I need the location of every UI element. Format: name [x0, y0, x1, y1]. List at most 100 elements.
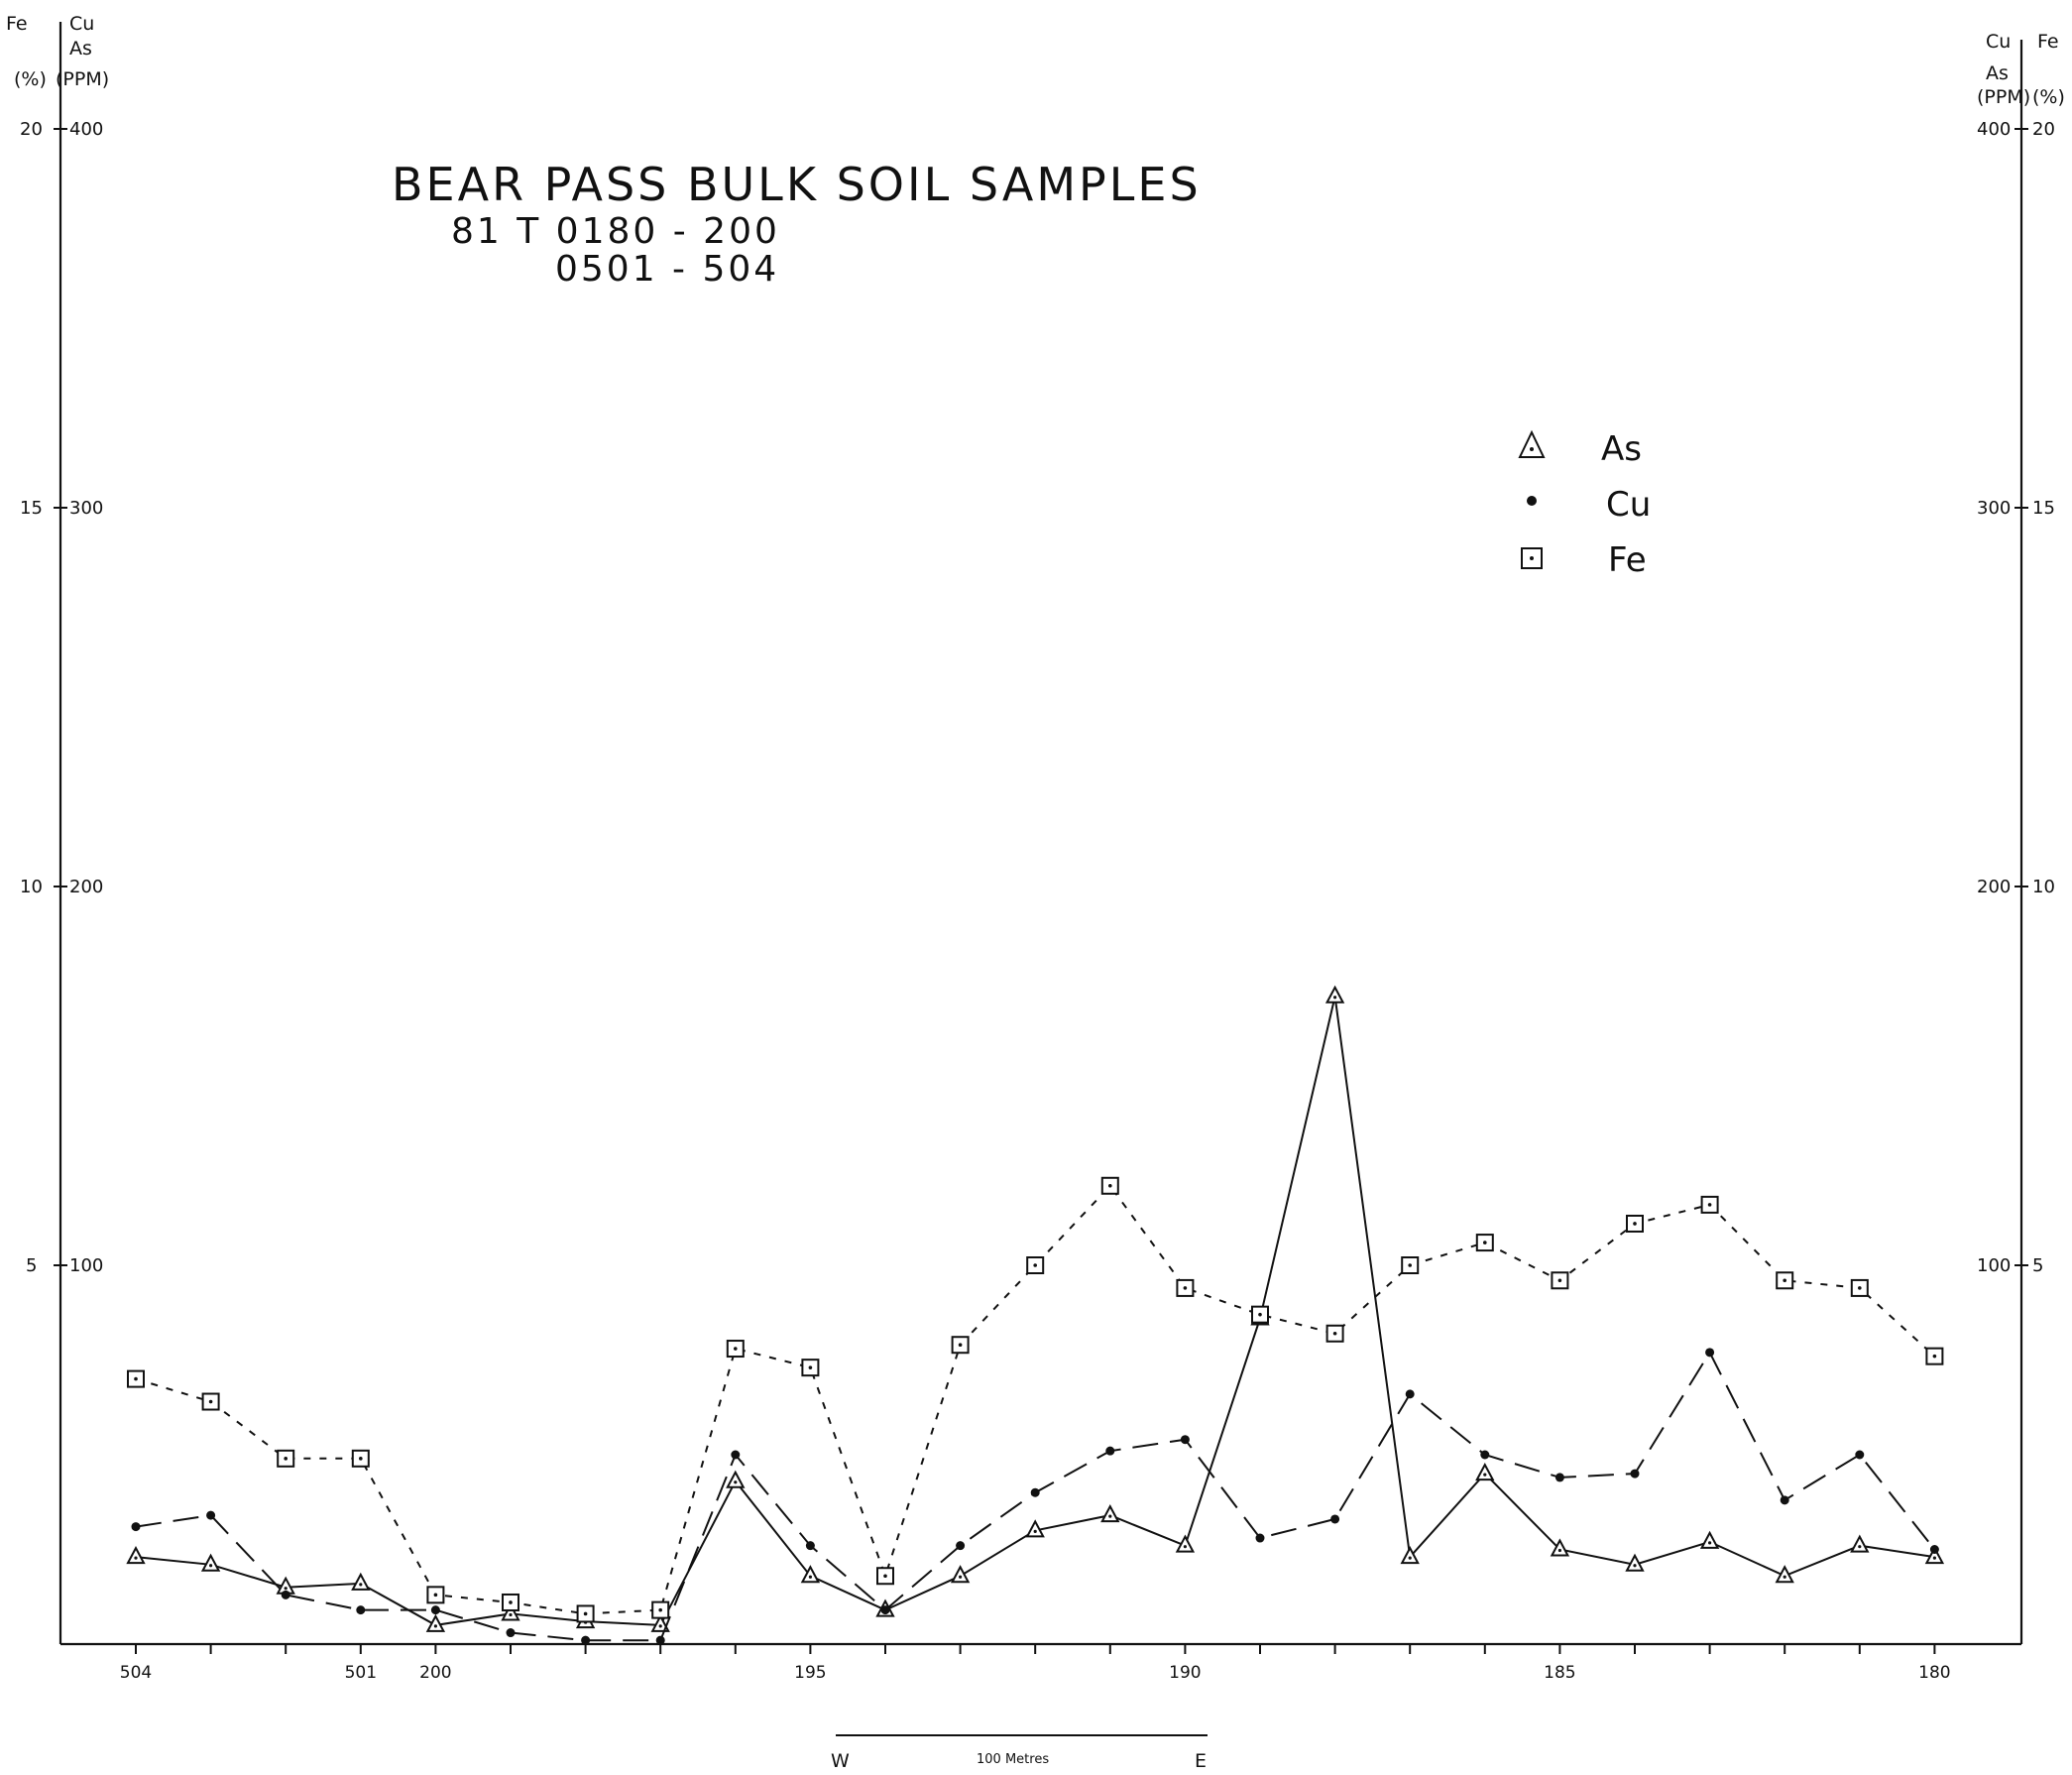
data-point-as-503-center	[209, 1564, 213, 1568]
data-point-as-181	[1850, 1534, 1870, 1553]
data-point-cu-188	[1330, 1514, 1340, 1524]
data-point-cu-185	[1554, 1473, 1564, 1482]
data-point-fe-196-center	[734, 1347, 738, 1351]
left-tick-fe-10: 10	[20, 877, 43, 897]
data-point-cu-193	[956, 1541, 966, 1551]
data-point-as-187-center	[1408, 1556, 1412, 1560]
data-point-as-195-center	[808, 1575, 813, 1579]
data-point-as-191	[1100, 1503, 1120, 1523]
data-point-as-196-center	[734, 1480, 738, 1484]
x-tick-label-200: 200	[419, 1663, 451, 1683]
data-point-fe-188-center	[1332, 1331, 1337, 1336]
legend-item-as: As	[1518, 429, 1642, 469]
data-point-fe-502-center	[284, 1457, 288, 1461]
data-point-as-199	[501, 1602, 520, 1621]
data-point-as-501-center	[359, 1583, 363, 1587]
data-point-as-504	[126, 1546, 146, 1565]
data-point-fe-503-center	[208, 1399, 213, 1404]
data-point-cu-189	[1255, 1533, 1265, 1543]
data-point-fe-183-center	[1707, 1203, 1712, 1207]
data-point-fe-198-center	[583, 1611, 588, 1616]
data-point-fe-180-center	[1932, 1354, 1937, 1359]
left-axis-label-fe: Fe	[6, 13, 28, 35]
data-point-cu-199	[506, 1628, 516, 1638]
data-point-fe-195-center	[808, 1365, 813, 1369]
left-tick-ppm-300: 300	[69, 498, 103, 519]
data-point-cu-197	[655, 1635, 665, 1645]
legend: As Cu Fe	[1518, 429, 1651, 580]
triangle-icon	[1518, 429, 1546, 458]
legend-label-cu: Cu	[1606, 485, 1651, 525]
data-point-fe-200-center	[433, 1593, 438, 1598]
data-point-fe-192-center	[1033, 1263, 1037, 1267]
right-tick-fe-5: 5	[2032, 1255, 2043, 1276]
data-point-as-197	[650, 1613, 670, 1632]
right-tick-fe-20: 20	[2032, 119, 2055, 140]
data-point-as-183-center	[1708, 1541, 1712, 1545]
data-point-as-183	[1699, 1530, 1720, 1549]
left-tick-ppm-200: 200	[69, 877, 103, 897]
right-axis-unit-ppm: (PPM)	[1977, 86, 2030, 108]
square-icon-center	[1530, 556, 1534, 560]
square-icon	[1521, 547, 1543, 569]
chart-subtitle-1: 81 T 0180 - 200	[451, 211, 780, 252]
data-point-as-182	[1775, 1565, 1794, 1584]
data-point-cu-194	[880, 1605, 890, 1615]
data-point-as-199-center	[509, 1612, 513, 1617]
x-tick-label-185: 185	[1544, 1663, 1575, 1683]
x-axis-ticks: 504 501 200 195 190 185 180	[120, 1644, 1951, 1683]
series-cu	[131, 1348, 1939, 1645]
data-point-cu-503	[206, 1510, 216, 1520]
legend-label-as: As	[1601, 429, 1642, 469]
triangle-icon-center	[1530, 447, 1534, 451]
right-axis-label-as: As	[1986, 62, 2009, 84]
data-point-cu-184	[1630, 1469, 1640, 1479]
data-point-cu-502	[281, 1590, 290, 1599]
data-point-as-197-center	[658, 1624, 662, 1628]
series-as	[126, 985, 1945, 1632]
legend-item-fe: Fe	[1521, 540, 1647, 580]
data-point-as-504-center	[134, 1556, 138, 1560]
series-layer	[126, 985, 1945, 1645]
data-point-as-185-center	[1557, 1548, 1561, 1553]
scale-bar-west: W	[831, 1750, 850, 1772]
data-point-as-196	[726, 1470, 746, 1488]
data-point-as-186	[1475, 1462, 1495, 1481]
data-point-as-188	[1324, 985, 1345, 1004]
right-axis-ticks: 400 20 300 15 200 10 100 5	[1977, 119, 2055, 1276]
data-point-as-185	[1550, 1538, 1570, 1557]
series-fe	[127, 1176, 1944, 1623]
chart-title: BEAR PASS BULK SOIL SAMPLES	[392, 158, 1202, 211]
data-point-as-192-center	[1033, 1529, 1037, 1533]
data-point-as-503	[200, 1553, 221, 1572]
x-tick-label-190: 190	[1169, 1663, 1201, 1683]
series-line-fe	[135, 1184, 1936, 1615]
data-point-cu-183	[1705, 1348, 1715, 1358]
data-point-as-192	[1025, 1519, 1045, 1538]
legend-item-cu: Cu	[1527, 485, 1651, 525]
data-point-fe-194-center	[883, 1574, 887, 1579]
data-point-as-193-center	[959, 1575, 963, 1579]
data-point-cu-192	[1030, 1487, 1040, 1497]
data-point-fe-501-center	[359, 1457, 363, 1461]
x-tick-label-195: 195	[794, 1663, 826, 1683]
data-point-cu-504	[131, 1522, 141, 1532]
data-point-cu-180	[1929, 1545, 1939, 1554]
data-point-fe-504-center	[134, 1376, 138, 1381]
left-axis-unit-ppm: (PPM)	[56, 68, 109, 90]
data-point-cu-181	[1855, 1450, 1865, 1460]
data-point-as-181-center	[1858, 1545, 1862, 1549]
scale-bar-east: E	[1195, 1750, 1207, 1772]
left-tick-ppm-100: 100	[69, 1255, 103, 1276]
left-axis-unit-fe: (%)	[14, 68, 47, 90]
data-point-fe-186-center	[1483, 1241, 1487, 1244]
data-point-fe-190-center	[1183, 1286, 1188, 1290]
data-point-as-188-center	[1333, 996, 1337, 1000]
data-point-fe-197-center	[658, 1607, 662, 1612]
data-point-as-186-center	[1483, 1473, 1487, 1477]
left-axis-label-as: As	[69, 38, 92, 59]
data-point-as-190-center	[1183, 1545, 1187, 1549]
right-tick-fe-10: 10	[2032, 877, 2055, 897]
data-point-cu-187	[1405, 1389, 1415, 1399]
data-point-cu-182	[1780, 1495, 1789, 1505]
